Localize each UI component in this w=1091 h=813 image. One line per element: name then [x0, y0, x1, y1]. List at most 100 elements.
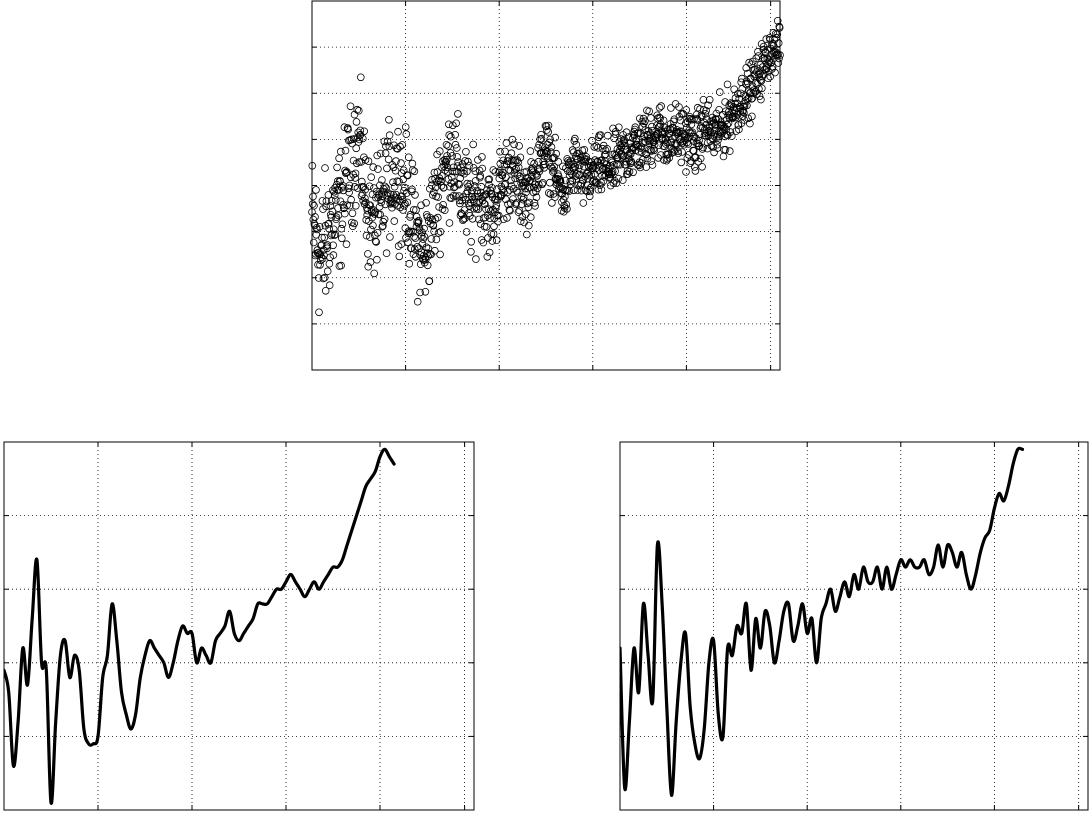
scatter-point [511, 200, 520, 209]
scatter-point [342, 168, 351, 176]
scatter-point [523, 184, 532, 193]
scatter-point [476, 220, 485, 228]
scatter-point [329, 225, 338, 234]
scatter-point [512, 187, 521, 195]
scatter-point [422, 243, 431, 252]
scatter-point [575, 161, 584, 170]
scatter-point [499, 215, 508, 224]
scatter-point [561, 192, 569, 201]
scatter-point [447, 194, 456, 203]
scatter-point [775, 23, 784, 32]
scatter-point [629, 168, 637, 177]
scatter-point [461, 157, 470, 165]
scatter-point [502, 139, 511, 147]
scatter-point [581, 186, 590, 195]
scatter-point [337, 261, 345, 270]
scatter-point [343, 201, 351, 210]
scatter-point [551, 133, 559, 142]
scatter-point [332, 213, 341, 222]
scatter-point [415, 224, 424, 232]
scatter-point [360, 127, 369, 136]
scatter-point [378, 222, 387, 231]
scatter-point [361, 194, 369, 203]
scatter-point [642, 150, 651, 159]
scatter-point [351, 169, 360, 178]
scatter-point [354, 106, 363, 115]
scatter-point [467, 238, 476, 246]
scatter-point [374, 165, 382, 173]
scatter-point [364, 250, 372, 258]
scatter-point [773, 30, 782, 39]
scatter-point [573, 186, 582, 194]
scatter-point [718, 125, 727, 134]
scatter-point [360, 200, 369, 208]
scatter-point [665, 154, 674, 162]
scatter-point [381, 182, 389, 191]
scatter-point [327, 231, 335, 240]
scatter-point [507, 176, 515, 185]
scatter-point [699, 96, 708, 104]
scatter-point [695, 130, 704, 139]
scatter-point [737, 89, 745, 98]
scatter-point [453, 162, 462, 170]
scatter-point [731, 94, 740, 102]
scatter-point [478, 153, 486, 161]
scatter-point [744, 114, 752, 123]
scatter-point [489, 230, 498, 238]
scatter-point [569, 164, 578, 173]
scatter-point [309, 192, 317, 201]
scatter-point [549, 168, 557, 176]
scatter-point [690, 163, 699, 171]
scatter-point [403, 198, 412, 207]
scatter-point [325, 281, 334, 290]
scatter-point [554, 158, 562, 166]
scatter-point [674, 149, 683, 158]
scatter-point [601, 146, 610, 155]
scatter-point [660, 123, 669, 132]
scatter-point [329, 241, 337, 250]
scatter-point [356, 126, 365, 135]
scatter-point [437, 172, 446, 180]
scatter-point [663, 138, 671, 147]
scatter-point [370, 269, 379, 278]
scatter-point [444, 120, 453, 129]
scatter-point [402, 189, 411, 197]
scatter-point [485, 248, 494, 257]
scatter-point [328, 207, 337, 216]
scatter-point [315, 223, 324, 231]
scatter-point [491, 168, 500, 176]
scatter-point [517, 179, 525, 188]
scatter-point [386, 233, 394, 241]
scatter-point [542, 126, 551, 134]
scatter-point [318, 197, 327, 205]
scatter-point [590, 170, 599, 178]
scatter-point [459, 216, 467, 225]
scatter-point [429, 188, 438, 197]
scatter-point [392, 157, 400, 165]
scatter-point [372, 238, 381, 246]
scatter-point [632, 137, 640, 145]
scatter-point [582, 153, 591, 161]
scatter-point [410, 232, 418, 241]
scatter-point [321, 286, 330, 295]
scatter-point [675, 103, 683, 111]
scatter-point [691, 167, 700, 175]
scatter-point [700, 125, 709, 134]
scatter-point [410, 167, 419, 176]
scatter-point [405, 259, 414, 268]
scatter-point [548, 199, 556, 207]
scatter-point [512, 199, 521, 207]
scatter-point [310, 221, 319, 230]
scatter-point [478, 164, 487, 173]
scatter-point [440, 162, 448, 171]
scatter-point [735, 125, 743, 134]
scatter-point [491, 204, 500, 212]
scatter-point [663, 155, 672, 163]
scatter-point [514, 163, 523, 172]
scatter-point [701, 110, 710, 118]
scatter-point [476, 172, 485, 180]
scatter-point [614, 174, 623, 183]
scatter-point [420, 232, 429, 241]
scatter-point [488, 184, 496, 192]
